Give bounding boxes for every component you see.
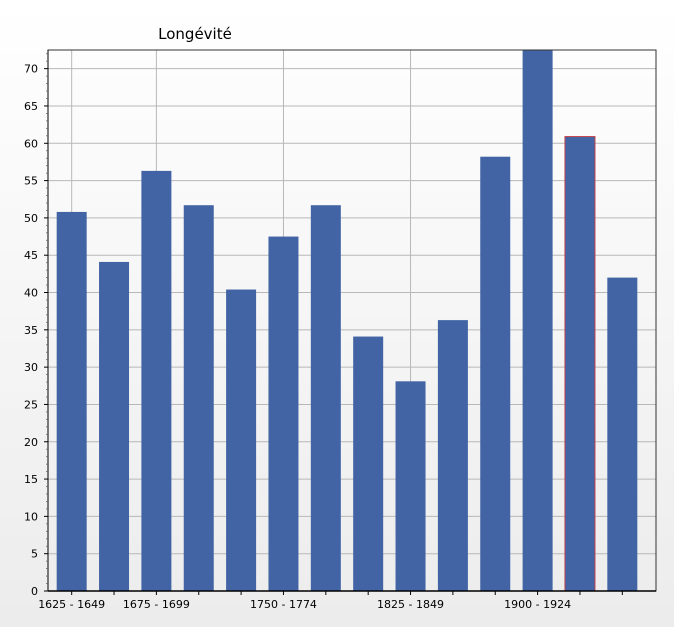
y-tick-label: 15 xyxy=(24,473,38,486)
bar-1900-1924 xyxy=(522,50,553,591)
x-tick-label: 1675 - 1699 xyxy=(123,598,190,611)
y-tick-label: 70 xyxy=(24,63,38,76)
bar-1800-1824 xyxy=(353,336,384,591)
y-tick-label: 35 xyxy=(24,324,38,337)
bar-1850-1874 xyxy=(437,320,468,591)
x-tick-label: 1625 - 1649 xyxy=(38,598,105,611)
y-tick-label: 55 xyxy=(24,175,38,188)
x-tick-label: 1900 - 1924 xyxy=(504,598,571,611)
chart-title: Longévité xyxy=(158,25,232,43)
y-tick-label: 20 xyxy=(24,436,38,449)
axes-layer xyxy=(47,49,657,592)
bar-1825-1849 xyxy=(395,381,426,591)
y-tick-label: 65 xyxy=(24,100,38,113)
y-tick-label: 60 xyxy=(24,137,38,150)
bar-1925-1949 xyxy=(564,136,596,592)
x-tick-label: 1825 - 1849 xyxy=(377,598,444,611)
y-tick-label: 0 xyxy=(31,585,38,598)
bar-1675-1699 xyxy=(141,170,172,592)
bars-layer xyxy=(56,50,638,592)
y-tick-label: 25 xyxy=(24,398,38,411)
x-tick-label: 1750 - 1774 xyxy=(250,598,317,611)
y-tick-label: 40 xyxy=(24,287,38,300)
x-axis-ticks: 1625 - 1649 1675 - 1699 1750 - 1774 1825 - … xyxy=(38,591,623,611)
bar-1875-1899 xyxy=(480,156,511,591)
bar-1775-1799 xyxy=(310,205,341,591)
bar-1725-1749 xyxy=(226,289,257,591)
bar-1650-1674 xyxy=(99,261,130,591)
y-tick-label: 10 xyxy=(24,510,38,523)
y-tick-label: 30 xyxy=(24,361,38,374)
y-axis-ticks: 0 5 10 15 20 25 30 35 40 45 50 55 60 65 70 xyxy=(24,53,48,598)
bar-1750-1774 xyxy=(268,236,299,591)
y-tick-label: 45 xyxy=(24,249,38,262)
y-tick-label: 5 xyxy=(31,548,38,561)
bar-1700-1724 xyxy=(183,205,214,591)
y-tick-label: 50 xyxy=(24,212,38,225)
bar-1950-1974 xyxy=(607,277,638,591)
bar-1625-1649 xyxy=(56,211,87,592)
